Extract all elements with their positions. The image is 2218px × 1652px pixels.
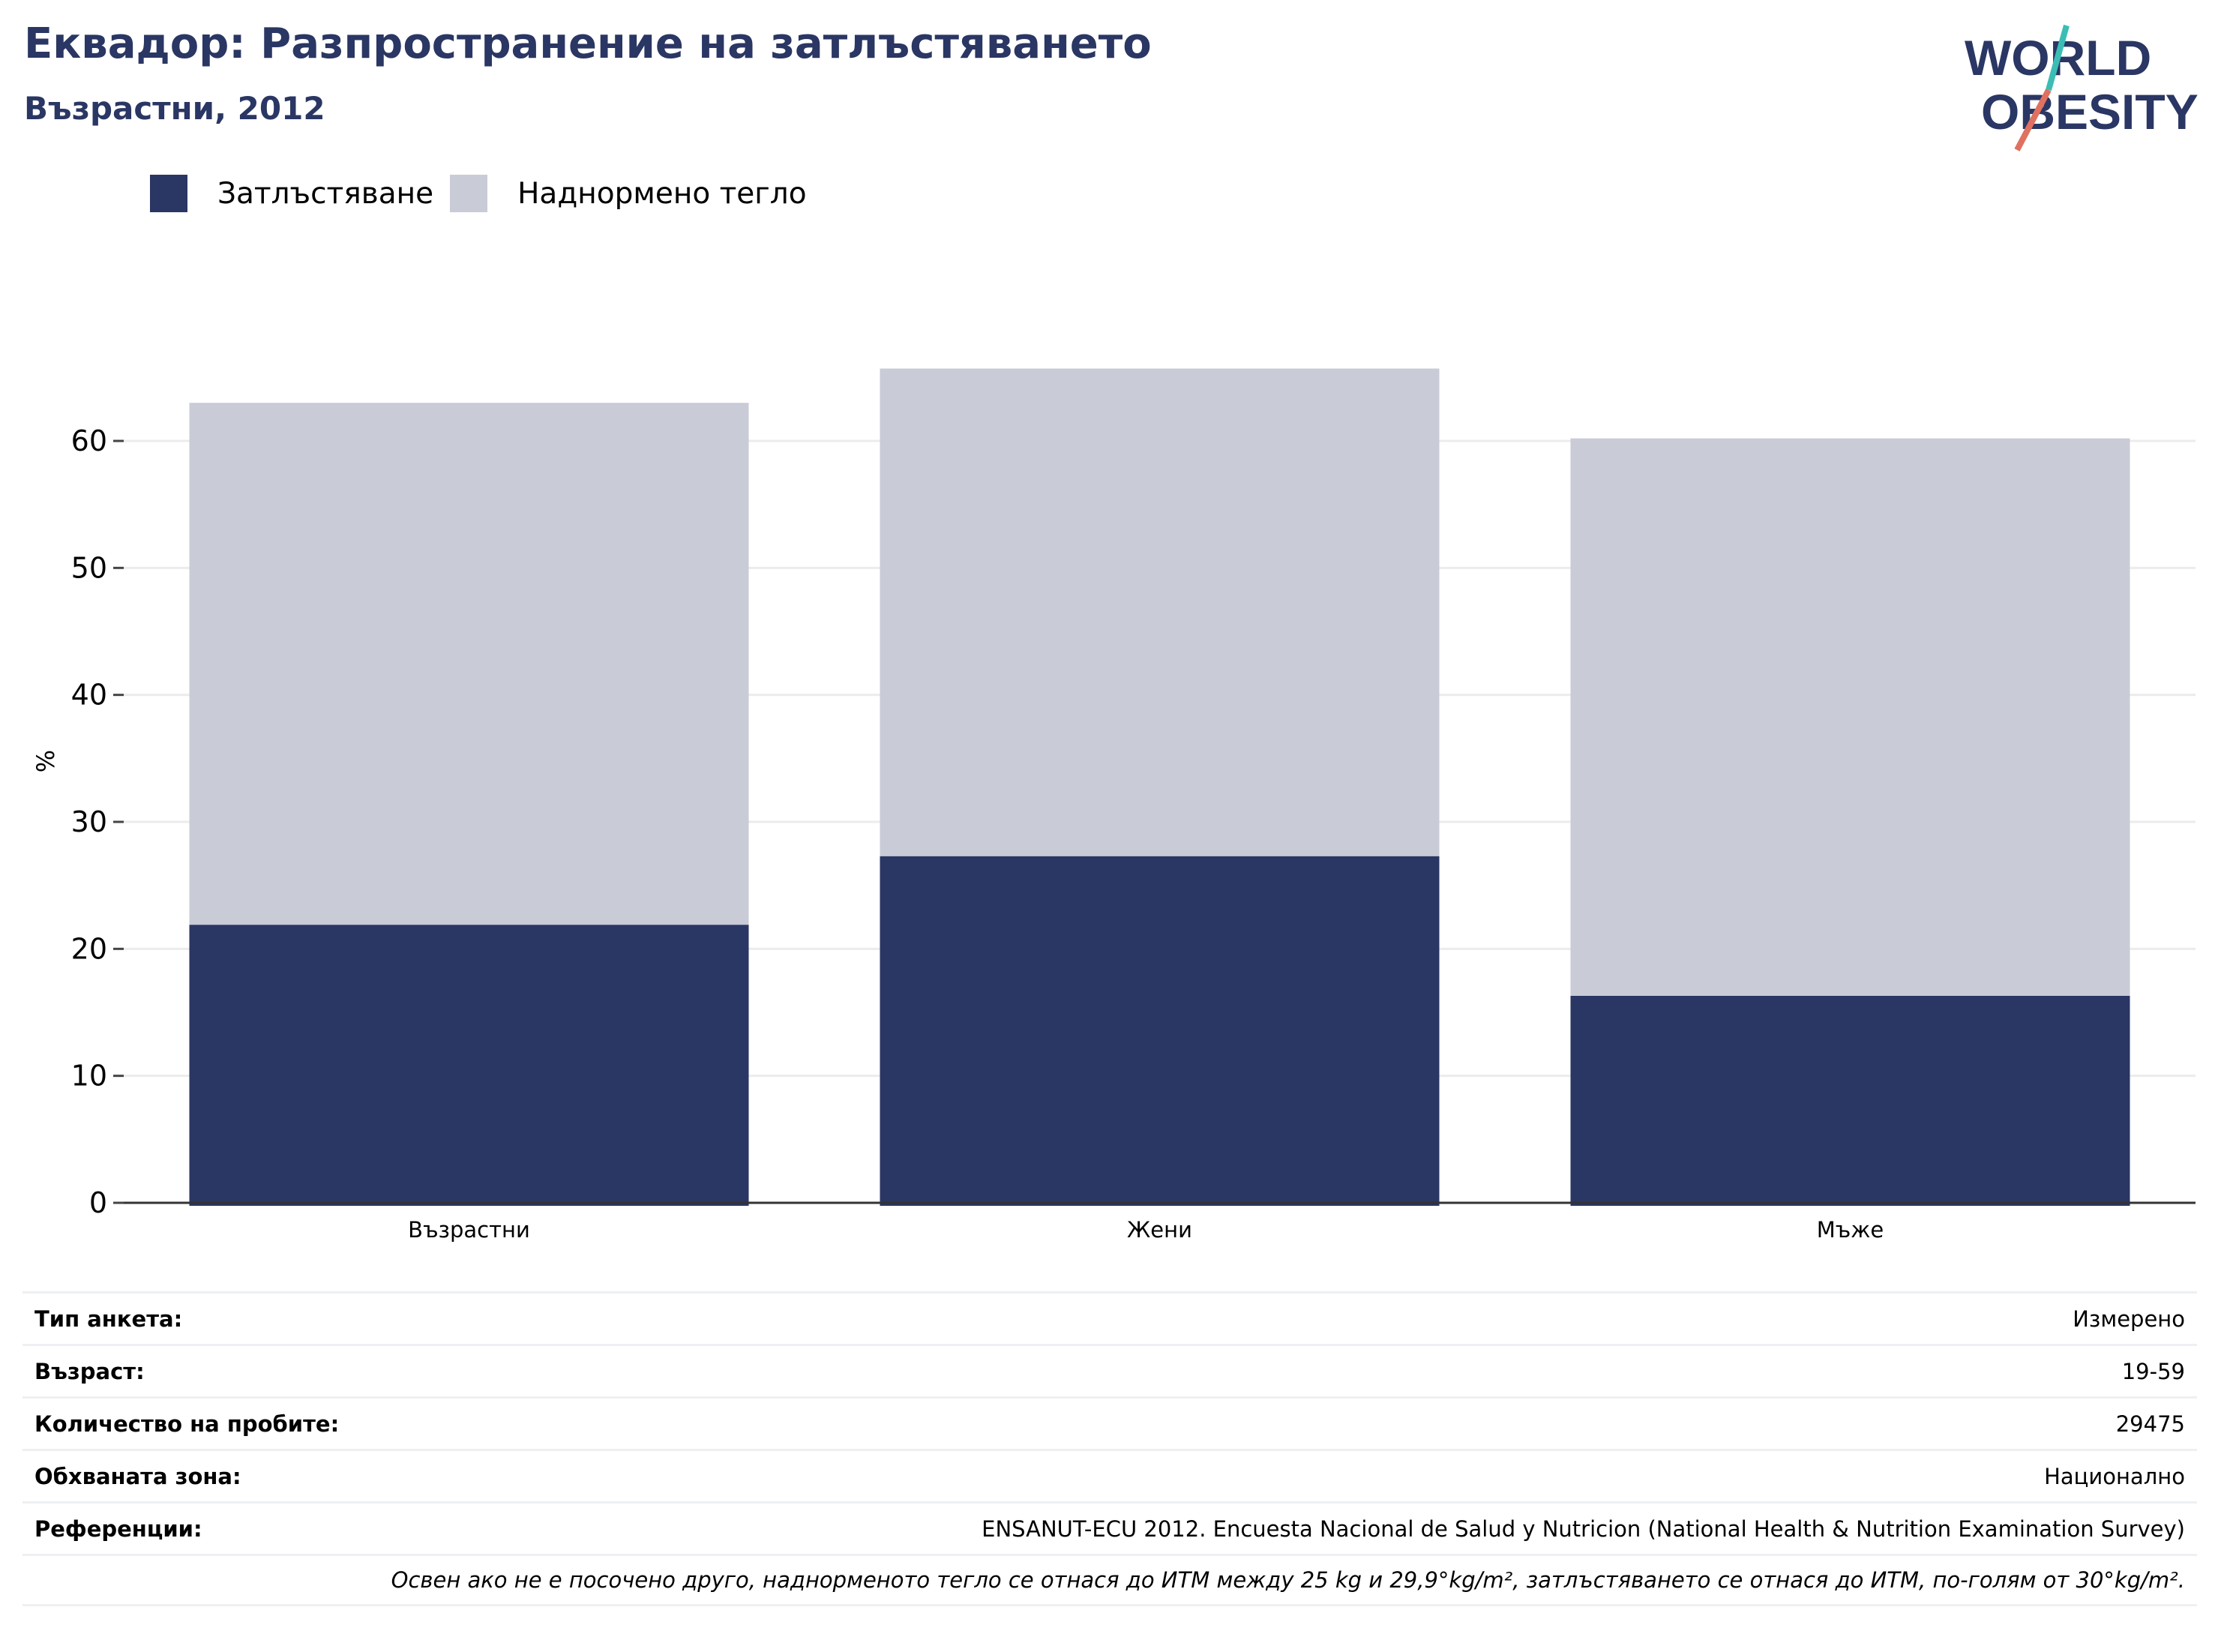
info-label: Референции:	[34, 1516, 202, 1542]
info-value: 29475	[2115, 1411, 2185, 1437]
legend-swatch-overweight	[450, 175, 488, 212]
bar-overweight	[880, 368, 1440, 856]
info-row-age: Възраст: 19-59	[22, 1344, 2197, 1396]
world-obesity-logo: WORLD OBESITY	[1965, 24, 2199, 151]
info-row-survey-type: Тип анкета: Измерено	[22, 1291, 2197, 1344]
page-subtitle: Възрастни, 2012	[24, 90, 325, 127]
y-tick-label: 20	[71, 932, 107, 965]
y-axis-label: %	[31, 750, 60, 772]
survey-info-table: Тип анкета: Измерено Възраст: 19-59 Коли…	[22, 1291, 2197, 1606]
bar-obesity	[189, 925, 749, 1206]
x-tick-label: Мъже	[1817, 1217, 1884, 1243]
y-tick-label: 50	[71, 551, 107, 584]
info-row-references: Референции: ENSANUT-ECU 2012. Encuesta N…	[22, 1501, 2197, 1554]
info-label: Обхваната зона:	[34, 1463, 241, 1489]
y-tick-label: 0	[89, 1186, 107, 1219]
bar-overweight	[1570, 438, 2130, 996]
info-label: Тип анкета:	[34, 1306, 183, 1332]
legend-label-overweight: Наднормено тегло	[517, 176, 807, 211]
x-tick-label: Възрастни	[408, 1217, 530, 1243]
chart-legend: Затлъстяване Наднормено тегло	[150, 171, 823, 216]
bar-obesity	[880, 856, 1440, 1206]
y-tick-label: 10	[71, 1060, 107, 1093]
bar-overweight	[189, 403, 749, 925]
logo-line2: OBESITY	[1981, 84, 2199, 139]
legend-item-overweight: Наднормено тегло	[450, 175, 807, 212]
legend-swatch-obesity	[150, 175, 187, 212]
page-title: Еквадор: Разпространение на затлъстяване…	[24, 19, 1152, 68]
info-value: 19-59	[2121, 1358, 2185, 1384]
y-tick-label: 60	[71, 424, 107, 457]
y-tick-label: 40	[71, 679, 107, 712]
info-label: Количество на пробите:	[34, 1411, 340, 1437]
legend-label-obesity: Затлъстяване	[217, 176, 434, 211]
info-value: Национално	[2044, 1463, 2185, 1489]
info-note: Освен ако не е посочено друго, наднормен…	[22, 1554, 2197, 1606]
x-tick-label: Жени	[1127, 1217, 1192, 1243]
logo-slash-teal	[2046, 24, 2070, 91]
info-note-text: Освен ако не е посочено друго, наднормен…	[391, 1567, 2185, 1593]
bar-obesity	[1570, 995, 2130, 1206]
legend-item-obesity: Затлъстяване	[150, 175, 433, 212]
info-row-area: Обхваната зона: Национално	[22, 1449, 2197, 1501]
stacked-bar-chart: 0 10 20 30 40 50 60% Възрастни Жени Мъже	[31, 368, 2196, 1243]
y-tick-label: 30	[71, 805, 107, 838]
info-row-sample-size: Количество на пробите: 29475	[22, 1396, 2197, 1449]
info-value: Измерено	[2073, 1306, 2185, 1332]
info-label: Възраст:	[34, 1358, 145, 1384]
logo-slash-coral	[2014, 88, 2052, 151]
info-value: ENSANUT-ECU 2012. Encuesta Nacional de S…	[982, 1516, 2185, 1542]
